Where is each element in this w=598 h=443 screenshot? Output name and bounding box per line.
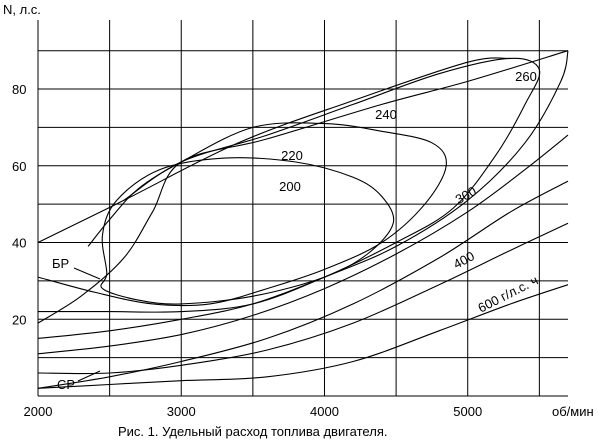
x-tick-label: 4000 — [310, 404, 339, 419]
full-throttle-curve — [37, 57, 511, 243]
x-tick-label: 3000 — [167, 404, 196, 419]
contour-line-5 — [37, 134, 569, 355]
contour-line-1 — [100, 157, 395, 305]
contour-label: 240 — [375, 107, 397, 122]
contour-label: 600 г/л.с. ч — [475, 272, 540, 315]
y-axis-title: N, л.с. — [3, 2, 41, 17]
contour-label: 220 — [281, 148, 303, 163]
sr-leader-line — [77, 370, 101, 382]
br-boundary-curve — [37, 50, 569, 324]
y-tick-label: 80 — [12, 82, 26, 97]
chart-caption: Рис. 1. Удельный расход топлива двигател… — [118, 424, 387, 439]
br-label: БР — [52, 256, 69, 271]
y-tick-label: 60 — [12, 159, 26, 174]
y-tick-label: 20 — [12, 312, 26, 327]
contour-line-3 — [38, 57, 541, 313]
contour-label: 260 — [515, 69, 537, 84]
contour-label: 200 — [279, 179, 301, 194]
contour-line-6 — [37, 222, 569, 375]
x-tick-label: 2000 — [24, 404, 53, 419]
br-leader-line — [73, 267, 101, 280]
contour-line-7 — [37, 284, 569, 389]
x-axis-title: об/мин — [552, 404, 594, 419]
contour-line-4 — [37, 50, 569, 339]
sr-boundary-curve — [37, 180, 569, 389]
y-tick-label: 40 — [12, 236, 26, 251]
sr-label: СР — [57, 377, 75, 392]
contour-label: 300 — [453, 183, 479, 207]
x-tick-label: 5000 — [453, 404, 482, 419]
